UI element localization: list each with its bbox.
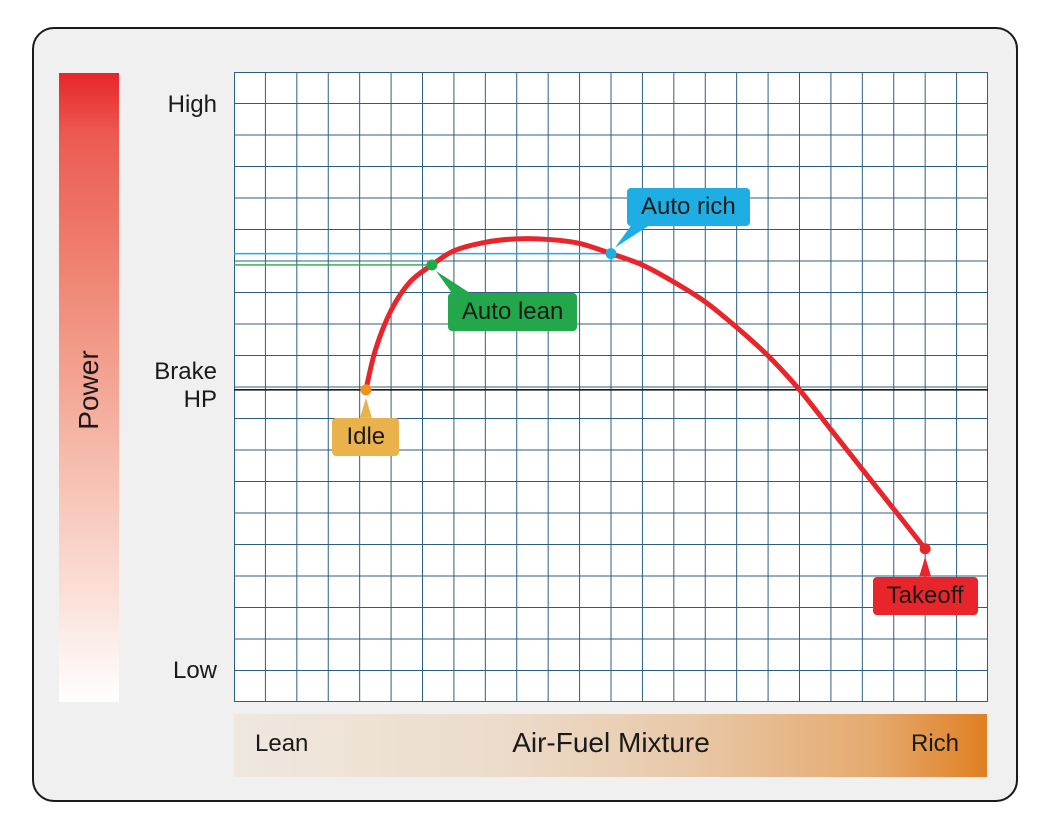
y-tick-low: Low <box>172 657 217 684</box>
annotation-dot <box>605 248 617 260</box>
y-tick-high: High <box>167 91 217 118</box>
callout-takeoff: Takeoff <box>872 576 978 615</box>
callout-auto-rich: Auto rich <box>627 187 750 226</box>
chart-svg <box>234 72 988 702</box>
callout-idle: Idle <box>332 417 400 456</box>
mixture-gradient-bar <box>234 714 987 777</box>
annotation-dot <box>360 384 372 396</box>
callout-auto-lean: Auto lean <box>447 292 578 331</box>
x-end-rich: Rich <box>910 730 959 757</box>
plot-area <box>234 72 988 702</box>
power-curve <box>363 236 928 552</box>
annotation-dot <box>426 259 438 271</box>
power-gradient-bar <box>59 73 119 702</box>
y-tick-brake-hp: Brake HP <box>154 358 217 413</box>
x-end-lean: Lean <box>255 730 309 757</box>
x-axis-title: Air-Fuel Mixture <box>512 727 710 758</box>
annotation-dot <box>919 543 931 555</box>
y-axis-title: Power <box>73 350 104 430</box>
